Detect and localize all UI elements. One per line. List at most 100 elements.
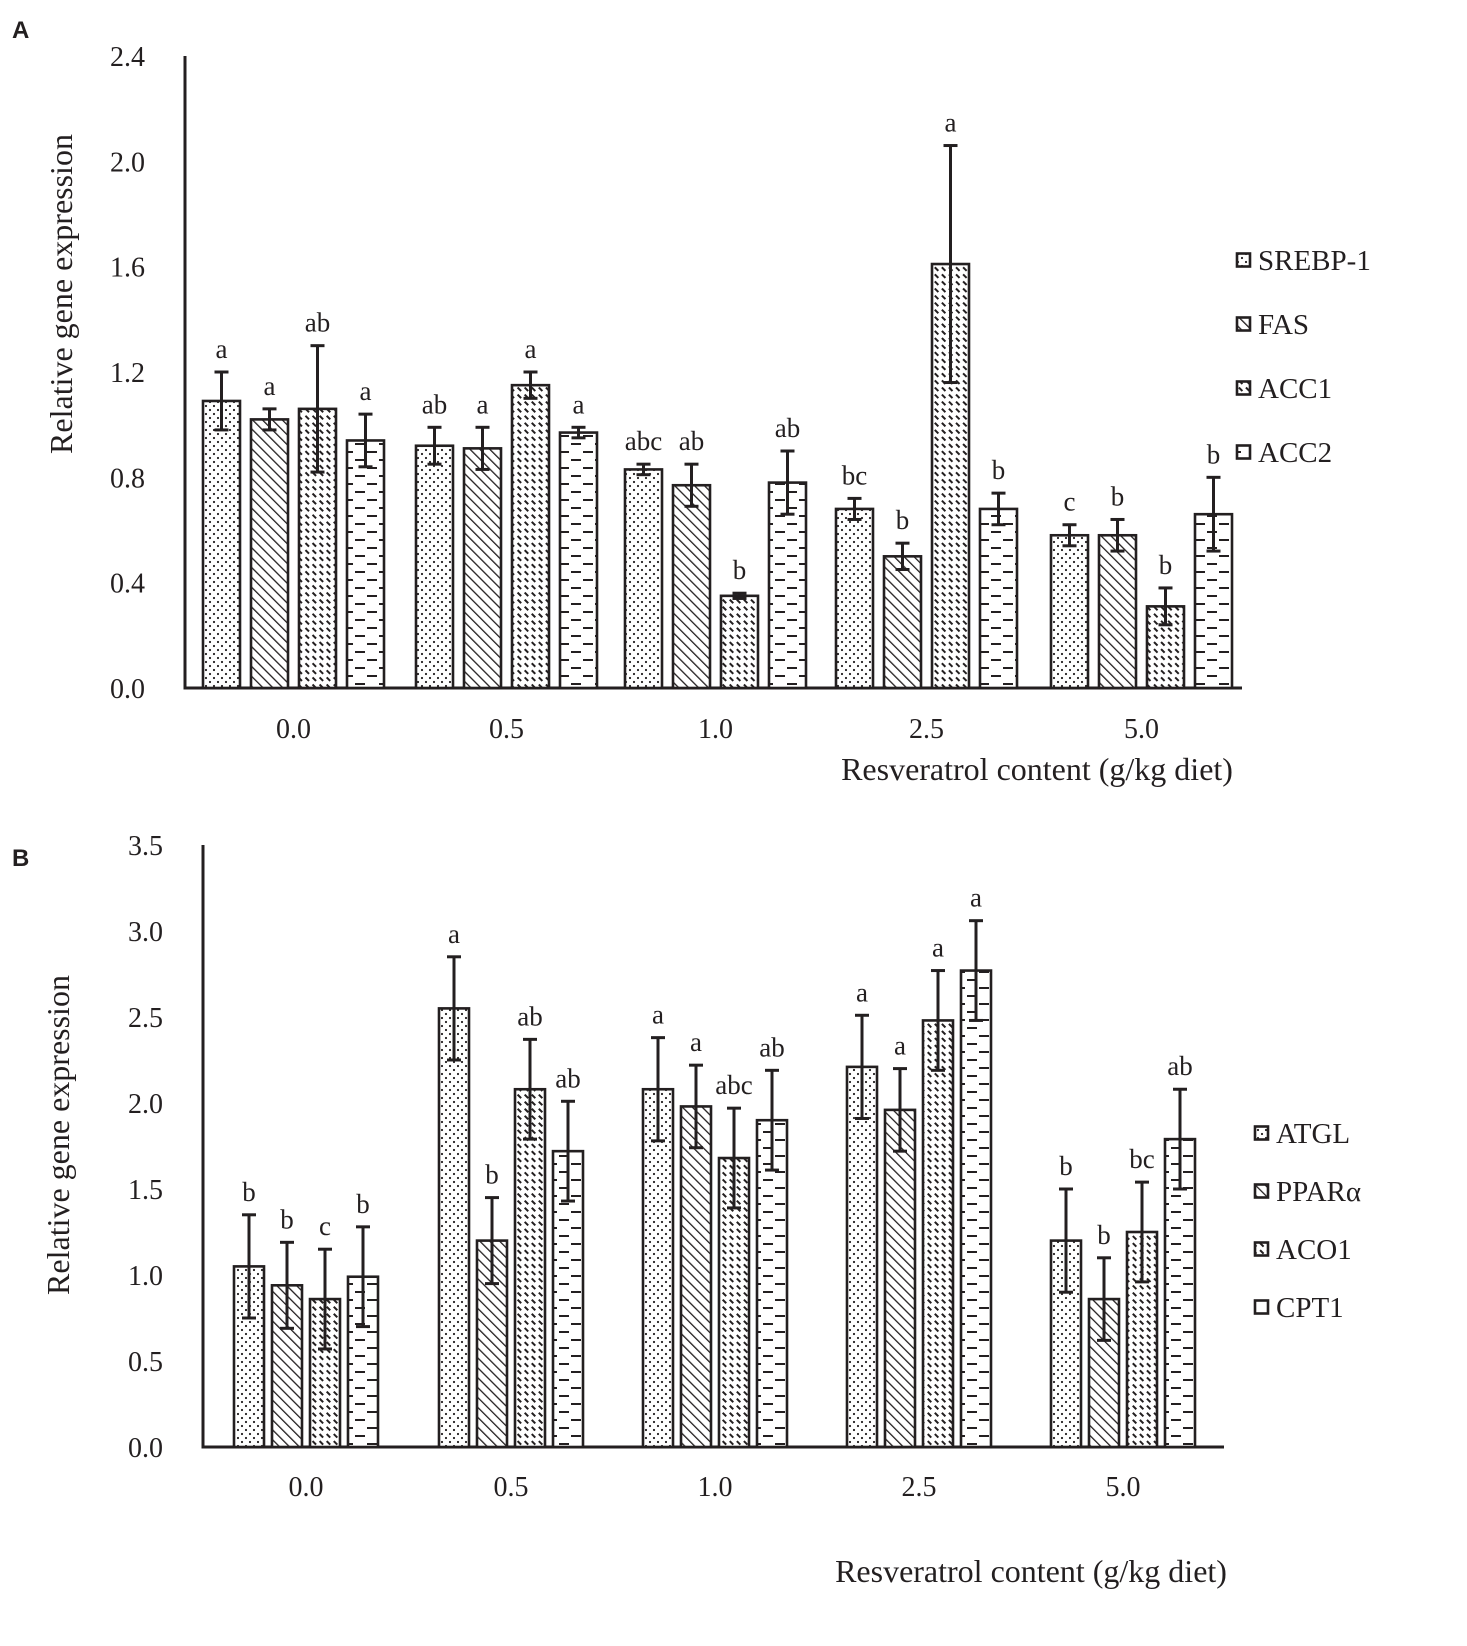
significance-label-a: abc	[625, 426, 662, 456]
x-tick-label-a: 0.5	[489, 714, 524, 745]
significance-label-b: b	[1059, 1151, 1073, 1181]
y-axis-title-b: Relative gene expression	[40, 975, 76, 1295]
x-tick-label-a: 5.0	[1124, 714, 1159, 745]
bar-a-acc2-2	[767, 481, 808, 690]
bar-a-fas-3	[882, 555, 923, 690]
bar-a-fas-4	[1097, 533, 1138, 690]
significance-label-a: a	[573, 389, 585, 419]
bar-a-srebp1-3	[834, 507, 875, 690]
bar-a-fas-2	[671, 483, 712, 690]
bar-b-aco1-3	[921, 1019, 955, 1449]
bar-a-acc2-0	[345, 439, 386, 690]
significance-label-a: b	[1159, 550, 1173, 580]
x-tick-label-b: 0.5	[494, 1472, 529, 1503]
panel-b: B 0.00.51.01.52.02.53.03.5bb cb0.0ababab0…	[12, 831, 1361, 1589]
significance-label-a: a	[216, 334, 228, 364]
y-axis-title-a: Relative gene expression	[43, 134, 79, 454]
legend-swatch-a-acc2	[1235, 444, 1252, 460]
significance-label-a: b	[733, 555, 747, 585]
significance-label-a: a	[360, 376, 372, 406]
significance-label-b: abc	[715, 1070, 752, 1100]
significance-label-a: b	[1111, 481, 1125, 511]
y-tick-label-a: 0.8	[110, 463, 145, 494]
x-tick-label-b: 5.0	[1106, 1472, 1141, 1503]
y-tick-label-a: 0.0	[110, 674, 145, 705]
y-tick-label-b: 0.0	[128, 1433, 163, 1464]
significance-label-a: b	[992, 455, 1006, 485]
bar-a-acc2-1	[558, 431, 599, 690]
significance-label-b: a	[690, 1027, 702, 1057]
bar-b-ppar-4	[1087, 1297, 1121, 1449]
significance-label-b: b	[1097, 1220, 1111, 1250]
legend-swatch-b-aco1	[1253, 1241, 1270, 1257]
legend-label-a-fas: FAS	[1258, 309, 1309, 341]
bar-b-aco1-1	[513, 1087, 547, 1449]
x-axis-title-a: Resveratrol content (g/kg diet)	[841, 751, 1233, 787]
legend-swatch-a-acc1	[1235, 380, 1252, 396]
legend-label-a-acc1: ACC1	[1258, 373, 1332, 405]
significance-label-a: ab	[305, 308, 330, 338]
significance-label-a: bc	[842, 460, 868, 490]
x-axis-title-b: Resveratrol content (g/kg diet)	[835, 1553, 1227, 1589]
legend-label-a-srebp1: SREBP-1	[1258, 245, 1371, 277]
x-tick-label-a: 0.0	[276, 714, 311, 745]
significance-label-b: a	[856, 977, 868, 1007]
significance-label-b: a	[894, 1031, 906, 1061]
significance-label-b: c	[319, 1211, 331, 1241]
significance-label-b: a	[932, 933, 944, 963]
panel-a-label: A	[12, 17, 29, 44]
bar-a-srebp1-0	[201, 399, 242, 690]
bar-b-aco1-2	[717, 1156, 751, 1449]
significance-label-a: a	[945, 108, 957, 138]
significance-label-b: ab	[1167, 1051, 1192, 1081]
bar-b-cpt1-2	[755, 1118, 789, 1449]
x-tick-label-a: 2.5	[909, 714, 944, 745]
y-tick-label-b: 3.0	[128, 917, 163, 948]
significance-label-a: a	[525, 334, 537, 364]
legend-swatch-a-fas	[1235, 316, 1252, 332]
y-tick-label-a: 1.2	[110, 358, 145, 389]
bar-b-ppar-3	[883, 1108, 917, 1449]
y-tick-label-a: 1.6	[110, 253, 145, 284]
bar-a-srebp1-2	[623, 468, 664, 690]
y-tick-label-a: 2.4	[110, 42, 145, 73]
legend-label-b-ppar: PPARα	[1276, 1176, 1361, 1208]
bar-b-cpt1-3	[959, 969, 993, 1449]
significance-label-a: c	[1064, 487, 1076, 517]
bar-b-ppar-2	[679, 1105, 713, 1449]
panel-b-label: B	[12, 845, 29, 872]
bar-b-atgl-1	[437, 1007, 471, 1449]
bar-a-srebp1-4	[1049, 533, 1090, 690]
y-tick-label-a: 0.4	[110, 569, 145, 600]
significance-label-a: ab	[422, 389, 447, 419]
bar-a-fas-0	[249, 418, 290, 690]
x-tick-label-b: 0.0	[289, 1472, 324, 1503]
y-tick-label-b: 3.5	[128, 831, 163, 862]
significance-label-a: b	[1207, 439, 1221, 469]
y-tick-label-b: 2.5	[128, 1003, 163, 1034]
legend-swatch-a-srebp1	[1235, 252, 1252, 268]
y-tick-label-b: 2.0	[128, 1089, 163, 1120]
y-tick-label-a: 2.0	[110, 147, 145, 178]
y-tick-label-b: 0.5	[128, 1347, 163, 1378]
bar-a-acc1-2	[719, 594, 760, 690]
plot-b: 0.00.51.01.52.02.53.03.5bb cb0.0ababab0.5…	[40, 831, 1361, 1589]
legend-swatch-b-ppar	[1253, 1183, 1270, 1199]
significance-label-b: b	[280, 1204, 294, 1234]
significance-label-b: ab	[555, 1063, 580, 1093]
significance-label-a: a	[477, 389, 489, 419]
significance-label-b: ab	[759, 1032, 784, 1062]
significance-label-b: a	[448, 919, 460, 949]
bar-a-acc2-3	[978, 507, 1019, 690]
significance-label-b: a	[970, 883, 982, 913]
y-tick-label-b: 1.5	[128, 1175, 163, 1206]
bar-a-srebp1-1	[414, 444, 455, 690]
x-tick-label-a: 1.0	[698, 714, 733, 745]
significance-label-b: ab	[517, 1001, 542, 1031]
significance-label-b: b	[242, 1177, 256, 1207]
bar-b-atgl-3	[845, 1065, 879, 1449]
legend-label-b-aco1: ACO1	[1276, 1234, 1352, 1266]
significance-label-a: b	[896, 505, 910, 535]
